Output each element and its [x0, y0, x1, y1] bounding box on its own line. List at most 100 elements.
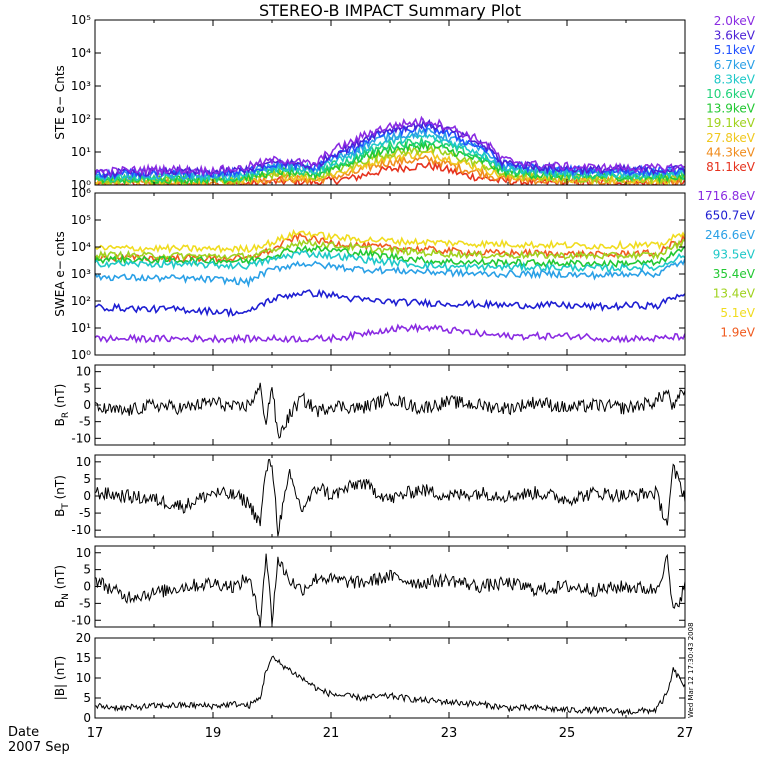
panel-br: -10 -5 0 5 10 BR (nT)	[53, 364, 686, 446]
ytick-label-bn: -10	[71, 613, 91, 627]
date-label: Date	[8, 725, 39, 740]
legend-entry-swea: 1.9eV	[720, 326, 755, 340]
xtick-label: 17	[87, 726, 104, 741]
ytick-label-ste: 10⁴	[71, 46, 91, 60]
ytick-label-bt: -10	[71, 523, 91, 537]
ytick-label-bn: -5	[79, 596, 91, 610]
series-line-swea-1.9eV	[95, 231, 685, 264]
ylabel-unit-bmag: (nT)	[53, 656, 67, 684]
date-value: 2007 Sep	[8, 740, 70, 755]
xtick-label: 21	[323, 726, 340, 741]
ytick-label-swea: 10³	[71, 267, 91, 281]
ytick-label-bmag: 10	[76, 671, 91, 685]
ytick-label-bt: 5	[83, 472, 91, 486]
timestamp: Wed Mar 12 17:30:43 2008	[687, 622, 695, 718]
series-line-swea-13.4eV	[95, 238, 685, 261]
data-swea	[95, 228, 685, 345]
series-line-bn	[95, 553, 685, 627]
xtick-label: 23	[441, 726, 458, 741]
legend-entry-swea: 1716.8eV	[697, 189, 755, 203]
data-br	[95, 382, 685, 439]
ytick-label-ste: 10⁰	[71, 178, 91, 192]
ytick-label-br: -5	[79, 415, 91, 429]
legend-entry-ste: 44.3keV	[706, 145, 756, 159]
ytick-label-br: -10	[71, 431, 91, 445]
legend-entry-swea: 246.6eV	[705, 228, 756, 242]
xtick-label: 19	[205, 726, 222, 741]
series-line-swea-35.4eV	[95, 244, 685, 269]
ytick-label-swea: 10⁴	[71, 240, 91, 254]
ytick-label-swea: 10⁰	[71, 348, 91, 362]
legend-entry-ste: 6.7keV	[714, 58, 756, 72]
ylabel-bt: BT (nT)	[53, 475, 71, 517]
series-line-swea-93.5eV	[95, 249, 685, 274]
ytick-label-swea: 10²	[71, 294, 91, 308]
data-ste	[95, 115, 685, 185]
ylabel-main-bt: B	[53, 509, 67, 517]
legend-entry-ste: 19.1keV	[706, 116, 756, 130]
legend-entry-swea: 93.5eV	[713, 248, 756, 262]
ytick-label-bmag: 5	[83, 691, 91, 705]
ylabel-sub-bt: T	[61, 503, 71, 510]
series-line-ste-2.0keV	[95, 115, 685, 178]
ylabel-br: BR (nT)	[53, 384, 71, 427]
ytick-label-ste: 10¹	[71, 145, 91, 159]
ytick-label-bt: 0	[83, 489, 91, 503]
legend-entry-ste: 27.8keV	[706, 131, 756, 145]
x-axis: 17 19 21 23 25 27	[87, 726, 694, 741]
ylabel-swea: SWEA e− cnts	[53, 231, 67, 317]
ylabel-main-br: B	[53, 418, 67, 426]
panel-bn: -10 -5 0 5 10 BN (nT)	[53, 545, 686, 628]
ylabel-bmag: |B| (nT)	[53, 656, 67, 700]
series-line-swea-5.1eV	[95, 228, 685, 254]
ylabel-ste: STE e− Cnts	[53, 65, 67, 140]
series-line-swea-650.7eV	[95, 288, 685, 318]
series-line-swea-1716.8eV	[95, 322, 685, 345]
legend-entry-swea: 35.4eV	[713, 267, 756, 281]
legend-entry-ste: 13.9keV	[706, 102, 756, 116]
panel-bmag: 0 5 10 15 20 |B| (nT)	[53, 631, 686, 725]
ytick-label-br: 10	[76, 365, 91, 379]
ytick-label-swea: 10⁶	[71, 186, 91, 200]
legend-entry-ste: 3.6keV	[714, 29, 756, 43]
data-bmag	[95, 655, 685, 717]
ytick-label-swea: 10⁵	[71, 213, 91, 227]
ytick-label-bmag: 0	[83, 711, 91, 725]
legend-entry-ste: 5.1keV	[714, 43, 756, 57]
legend-entry-ste: 81.1keV	[706, 160, 756, 174]
ytick-label-ste: 10³	[71, 79, 91, 93]
frame-bn	[94, 545, 686, 628]
panel-ste: 10⁰ 10¹ 10² 10³ 10⁴ 10⁵ STE e− Cnts	[53, 13, 686, 192]
ytick-label-bmag: 20	[76, 631, 91, 645]
xtick-label: 27	[677, 726, 694, 741]
series-line-br	[95, 382, 685, 439]
ytick-label-ste: 10⁵	[71, 13, 91, 27]
ytick-label-bt: -5	[79, 506, 91, 520]
ytick-label-bt: 10	[76, 455, 91, 469]
ylabel-unit-bn: (nT)	[53, 565, 67, 593]
series-line-ste-6.7keV	[95, 126, 685, 182]
legend-entry-ste: 2.0keV	[714, 14, 756, 28]
ytick-label-br: 0	[83, 398, 91, 412]
ytick-label-bn: 10	[76, 546, 91, 560]
ylabel-main-bn: B	[53, 600, 67, 608]
ytick-label-ste: 10²	[71, 112, 91, 126]
xtick-label: 25	[559, 726, 576, 741]
ylabel-unit-bt: (nT)	[53, 475, 67, 503]
ylabel-main-bmag: |B|	[53, 684, 67, 700]
data-bt	[95, 458, 685, 537]
ytick-label-bn: 5	[83, 563, 91, 577]
data-bn	[95, 553, 685, 627]
series-line-bt	[95, 458, 685, 537]
legend-entry-ste: 10.6keV	[706, 87, 756, 101]
ylabel-sub-br: R	[61, 412, 71, 418]
legend-entry-swea: 13.4eV	[713, 287, 756, 301]
ylabel-bn: BN (nT)	[53, 565, 71, 608]
ylabel-sub-bn: N	[61, 593, 71, 600]
series-line-swea-246.6eV	[95, 258, 685, 288]
panel-bt: -10 -5 0 5 10 BT (nT)	[53, 454, 686, 538]
ytick-label-bmag: 15	[76, 651, 91, 665]
panel-swea: 10⁰ 10¹ 10² 10³ 10⁴ 10⁵ 10⁶ SWEA e− cnts	[53, 186, 686, 362]
